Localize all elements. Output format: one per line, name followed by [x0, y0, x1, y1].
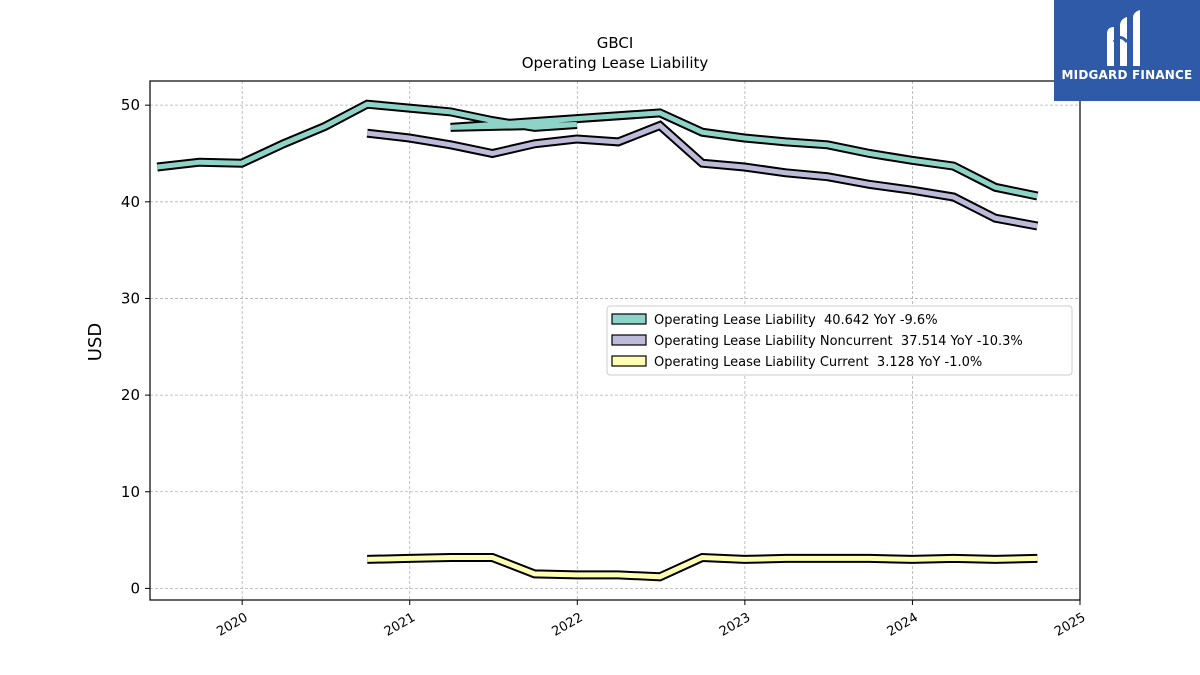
x-tick-label: 2025 — [1052, 610, 1088, 640]
legend-entry: Operating Lease Liability 40.642 YoY -9.… — [654, 313, 938, 328]
series-line-outline — [366, 120, 1039, 231]
x-tick-label: 2024 — [885, 610, 921, 640]
y-tick-label: 0 — [130, 579, 140, 597]
chart-title: GBCI — [597, 34, 634, 52]
x-tick-label: 2023 — [717, 610, 753, 640]
y-tick-label: 30 — [121, 289, 140, 307]
legend-swatch — [611, 334, 647, 346]
series-line — [367, 554, 1038, 580]
x-tick-label: 2020 — [214, 610, 250, 640]
chart-subtitle: Operating Lease Liability — [522, 54, 709, 72]
series-line — [156, 101, 1038, 199]
logo-mark-icon — [1107, 10, 1140, 66]
y-tick-label: 20 — [121, 386, 140, 404]
legend-swatch — [611, 313, 647, 325]
legend: Operating Lease Liability 40.642 YoY -9.… — [606, 305, 1073, 376]
legend-box — [606, 305, 1073, 376]
legend-swatch — [611, 355, 647, 367]
y-axis-label: USD — [85, 323, 106, 361]
logo-text: MIDGARD FINANCE — [1061, 68, 1193, 82]
x-tick-label: 2022 — [549, 610, 585, 640]
y-tick-label: 10 — [121, 483, 140, 501]
y-tick-label: 40 — [121, 193, 140, 211]
y-tick-label: 50 — [121, 96, 140, 114]
plot-frame — [149, 80, 1081, 601]
legend-entry: Operating Lease Liability Current 3.128 … — [654, 355, 982, 370]
midgard-finance-logo: MIDGARD FINANCE — [1054, 0, 1200, 101]
x-tick-label: 2021 — [382, 610, 418, 640]
series-lines — [156, 99, 1039, 582]
legend-entry: Operating Lease Liability Noncurrent 37.… — [654, 334, 1023, 349]
series-line — [366, 122, 1038, 229]
